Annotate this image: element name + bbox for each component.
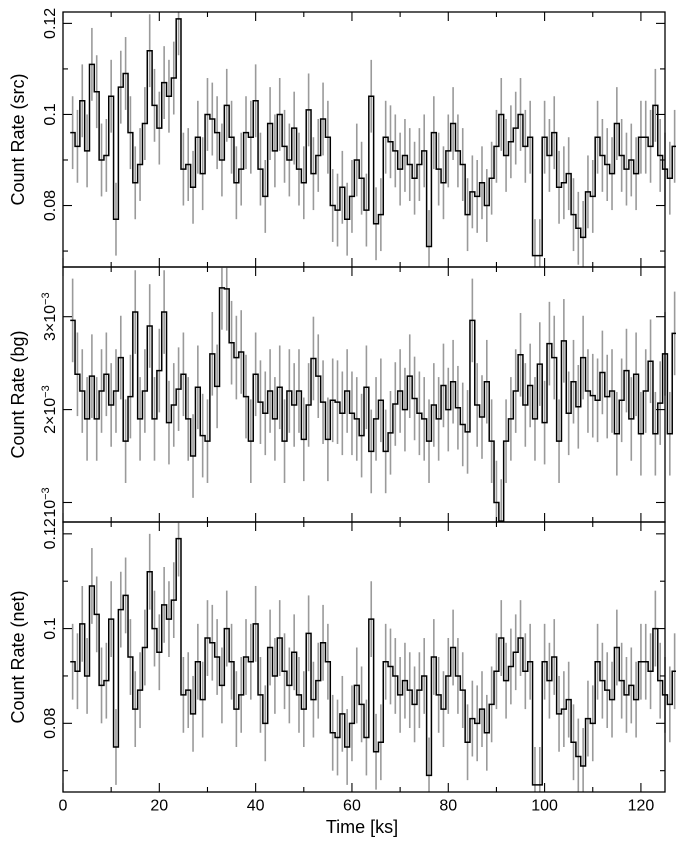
x-tick-label: 60 xyxy=(343,797,361,814)
y-tick-label: 0.12 xyxy=(42,8,59,39)
x-tick-label: 40 xyxy=(247,797,265,814)
x-tick-label: 20 xyxy=(150,797,168,814)
y-tick-label: 3×10−3 xyxy=(40,292,59,341)
panel-1: 0.08 0.1 0.12 Count Rate (src) xyxy=(8,8,676,268)
error-bars xyxy=(71,267,676,522)
y-axis-label: Count Rate (bg) xyxy=(8,330,28,458)
y-tick-label: 10−3 xyxy=(40,487,59,517)
y-tick-label: 0.12 xyxy=(42,518,59,549)
y-tick-label: 0.08 xyxy=(42,708,59,739)
rate-step-line xyxy=(70,18,676,257)
y-axis-label: Count Rate (src) xyxy=(8,73,28,205)
x-axis-label: Time [ks] xyxy=(326,817,398,837)
y-tick-label: 0.1 xyxy=(42,617,59,639)
panel-3: 0.08 0.1 0.12 Count Rate (net) xyxy=(8,518,676,793)
y-tick-label: 0.08 xyxy=(42,190,59,221)
x-tick-label: 100 xyxy=(531,797,558,814)
y-tick-label: 0.1 xyxy=(42,103,59,125)
rate-step-line xyxy=(70,287,676,522)
rate-step-line xyxy=(70,537,676,786)
x-tick-label: 80 xyxy=(439,797,457,814)
panel-2: 10−3 2×10−3 3×10−3 Count Rate (bg) xyxy=(8,266,676,523)
x-tick-label: 0 xyxy=(59,797,68,814)
x-tick-label: 120 xyxy=(628,797,655,814)
panel-frame xyxy=(62,11,666,268)
y-axis-label: Count Rate (net) xyxy=(8,590,28,723)
x-tick-labels: 0 20 40 60 80 100 120 xyxy=(59,797,655,814)
y-tick-label: 2×10−3 xyxy=(40,385,59,434)
panel-frame xyxy=(62,521,666,793)
